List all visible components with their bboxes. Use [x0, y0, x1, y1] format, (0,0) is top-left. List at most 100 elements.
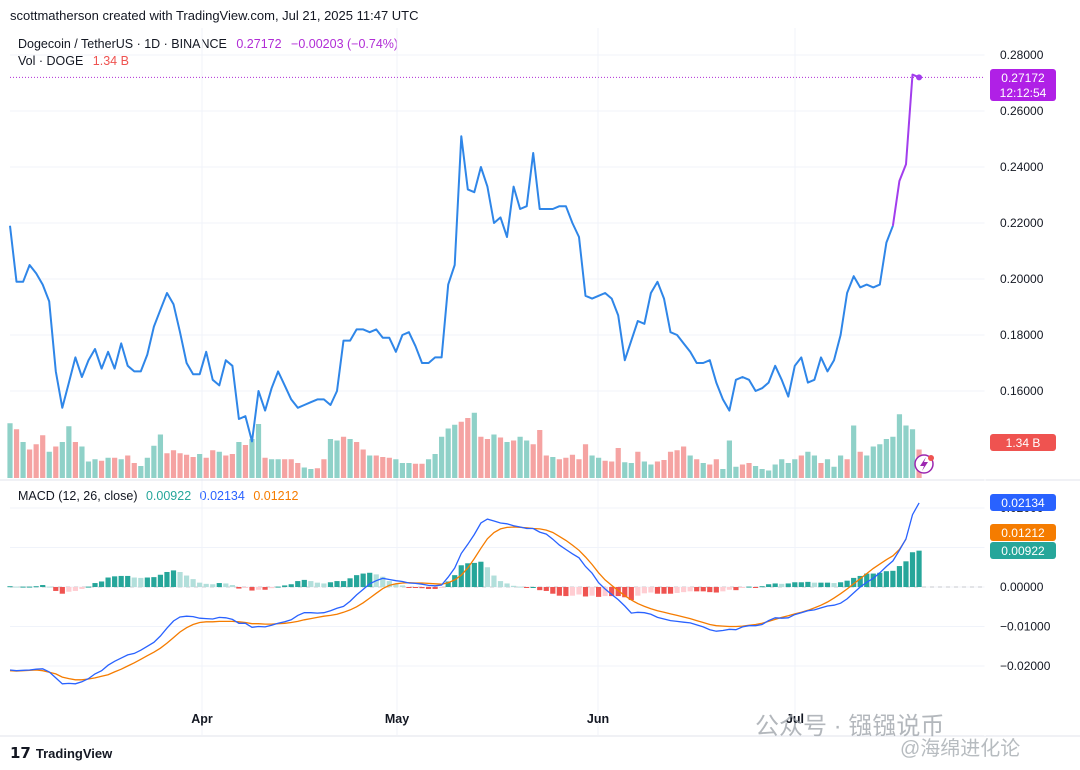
volume-bar	[556, 459, 562, 478]
volume-bar	[399, 463, 405, 478]
volume-bar	[314, 468, 320, 478]
macd-label: MACD (12, 26, close)	[18, 489, 138, 503]
histogram-bar	[144, 577, 150, 587]
symbol-name: Dogecoin / TetherUS · 1D · BINANCE	[18, 37, 227, 51]
volume-bar	[242, 445, 249, 478]
volume-label: Vol · DOGE	[18, 54, 84, 68]
signal-tag-text: 0.01212	[1001, 526, 1045, 540]
histogram-bar	[681, 587, 687, 593]
volume-bar	[510, 440, 517, 478]
histogram-bar	[667, 587, 674, 594]
volume-bar	[609, 461, 615, 478]
volume-bar	[700, 463, 706, 478]
volume-bar	[138, 466, 144, 478]
histogram-bar	[340, 581, 347, 587]
tradingview-logo[interactable]: 𝟭𝟳 TradingView	[10, 744, 112, 762]
histogram-bar	[210, 584, 216, 587]
volume-legend[interactable]: Vol · DOGE 1.34 B	[18, 54, 129, 68]
volume-bar	[831, 466, 837, 478]
histogram-bar	[622, 587, 628, 598]
histogram-bar	[563, 587, 569, 597]
volume-bar	[347, 439, 353, 478]
chart-attribution: scottmatherson created with TradingView.…	[10, 8, 419, 23]
volume-bar	[203, 457, 209, 478]
histogram-bar	[249, 587, 255, 591]
volume-bar	[589, 455, 595, 478]
volume-bar	[144, 457, 150, 478]
macd-axis-label: 0.00000	[1000, 580, 1044, 594]
volume-bar	[59, 442, 65, 478]
histogram-bar	[66, 587, 72, 592]
volume-bar	[118, 459, 124, 478]
volume-bar	[66, 426, 72, 478]
histogram-bar	[216, 583, 222, 587]
histogram-bar	[798, 582, 804, 587]
histogram-bar	[354, 575, 360, 587]
volume-bar	[79, 446, 85, 478]
histogram-bar	[837, 582, 844, 587]
volume-bar	[896, 414, 903, 478]
price-axis-label: 0.22000	[1000, 216, 1044, 230]
price-axis-label: 0.20000	[1000, 272, 1044, 286]
histogram-bar	[707, 587, 713, 593]
volume-bar	[563, 457, 569, 478]
histogram-bar	[301, 579, 307, 587]
volume-bar	[229, 454, 235, 478]
signal-tag	[990, 524, 1056, 541]
volume-bar	[805, 451, 811, 478]
macd-legend[interactable]: MACD (12, 26, close) 0.00922 0.02134 0.0…	[18, 489, 299, 503]
volume-bar	[707, 464, 713, 478]
histogram-bar	[524, 587, 530, 588]
price-line-recent	[891, 73, 920, 226]
histogram-bar	[439, 587, 445, 588]
histogram-bar	[661, 587, 667, 594]
volume-bar	[837, 455, 844, 478]
volume-bar	[321, 459, 327, 478]
volume-bar	[890, 436, 896, 478]
histogram-bar	[458, 565, 464, 587]
histogram-bar	[53, 587, 59, 591]
histogram-bar	[550, 587, 556, 594]
histogram-bar	[609, 587, 615, 597]
volume-bar	[733, 466, 739, 478]
volume-bar	[726, 440, 732, 478]
volume-bar	[98, 460, 105, 478]
histogram-bar	[367, 572, 373, 587]
histogram-bar	[275, 586, 281, 588]
volume-bar	[530, 444, 536, 478]
histogram-bar	[824, 582, 831, 587]
histogram-bar	[543, 587, 549, 591]
histogram-bar	[386, 581, 392, 587]
volume-bar	[249, 439, 255, 478]
volume-bar	[779, 459, 785, 478]
volume-bar	[759, 469, 765, 478]
histogram-bar	[785, 583, 791, 587]
histogram-bar	[59, 587, 65, 594]
brand-name: TradingView	[35, 745, 113, 761]
histogram-bar	[576, 587, 582, 595]
time-axis-label: Jul	[786, 712, 804, 726]
histogram-bar	[484, 567, 491, 587]
histogram-bar	[635, 587, 641, 596]
volume-bar	[125, 455, 131, 478]
histogram-bar	[537, 587, 543, 591]
histogram-bar	[890, 570, 896, 587]
symbol-legend[interactable]: Dogecoin / TetherUS · 1D · BINANCE 0.271…	[18, 37, 398, 51]
volume-bar	[857, 451, 863, 478]
histogram-bar	[589, 587, 595, 596]
macd-value: 0.02134	[199, 489, 245, 503]
volume-bar	[524, 440, 530, 478]
macd-hist-value: 0.00922	[145, 489, 192, 503]
volume-bar	[354, 442, 360, 478]
volume-bar	[210, 450, 216, 478]
histogram-bar	[739, 587, 746, 588]
histogram-bar	[419, 587, 425, 589]
histogram-bar	[406, 587, 412, 588]
histogram-bar	[726, 587, 732, 590]
histogram-bar	[425, 587, 432, 589]
histogram-bar	[713, 587, 719, 593]
volume-bar	[308, 469, 314, 478]
histogram-bar	[269, 587, 275, 589]
watermark: 公众号 · 镪镪说币	[755, 713, 945, 740]
